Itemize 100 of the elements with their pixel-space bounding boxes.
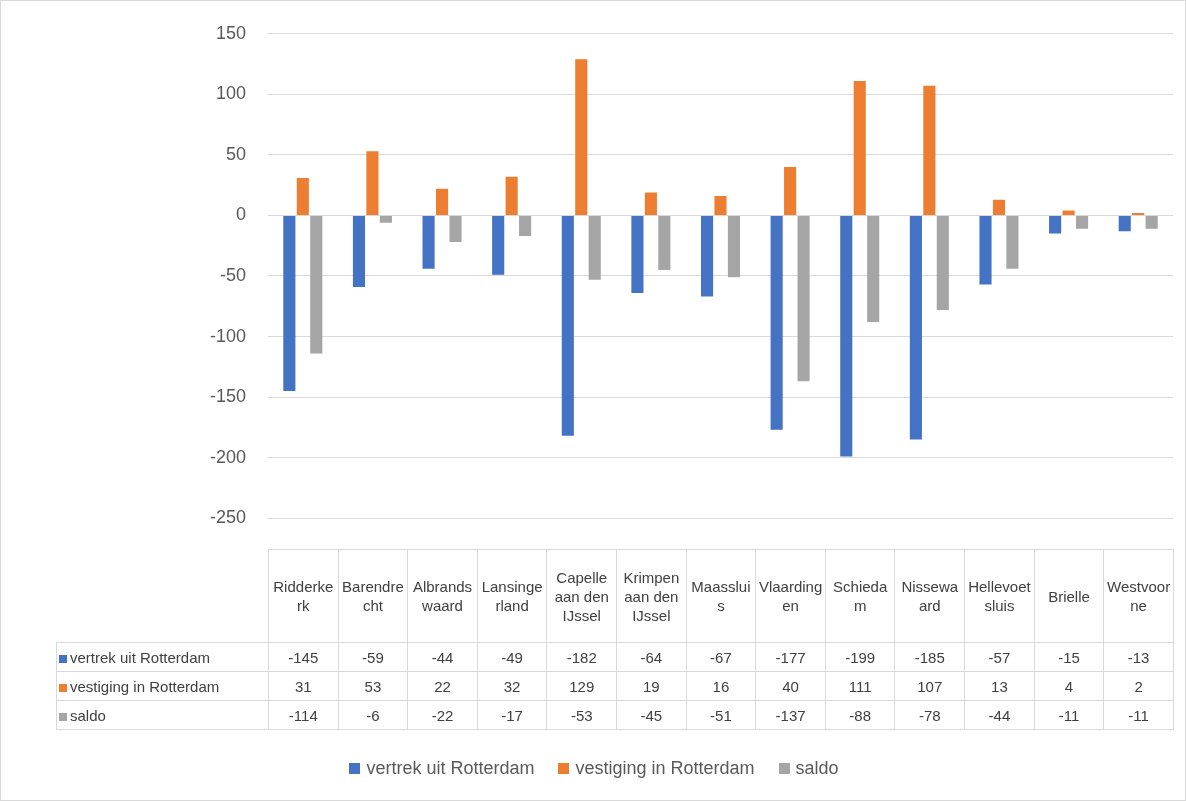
x-tick-label: Maassluis bbox=[686, 549, 756, 643]
text: vestiging in Rotterdam bbox=[575, 758, 755, 778]
y-tick-label: -50 bbox=[219, 264, 246, 285]
bar bbox=[519, 215, 532, 237]
data-label: 2 bbox=[1103, 671, 1174, 701]
x-tick-label: Brielle bbox=[1034, 549, 1104, 643]
bar bbox=[283, 215, 296, 392]
bar bbox=[366, 151, 379, 215]
bar bbox=[435, 188, 449, 215]
data-label: 19 bbox=[616, 671, 687, 701]
data-label: -17 bbox=[477, 700, 547, 730]
x-tick-label: Albrandswaard bbox=[407, 549, 478, 643]
data-label: 31 bbox=[268, 671, 339, 701]
bar bbox=[588, 215, 601, 280]
y-tick-label: 150 bbox=[215, 22, 246, 43]
bar bbox=[714, 196, 727, 215]
data-label: -64 bbox=[616, 642, 687, 672]
bar bbox=[867, 215, 880, 323]
data-label: -13 bbox=[1103, 642, 1174, 672]
x-tick-label: Capelle aan den IJssel bbox=[546, 549, 617, 643]
bar bbox=[575, 59, 588, 215]
legend-label: vertrek uit Rotterdam bbox=[56, 642, 269, 672]
data-label: -44 bbox=[964, 700, 1035, 730]
y-tick-label: -150 bbox=[209, 386, 246, 407]
x-tick-label: Vlaardingen bbox=[755, 549, 826, 643]
bar bbox=[936, 215, 949, 310]
bar bbox=[658, 215, 671, 270]
data-label: 16 bbox=[686, 671, 756, 701]
data-label: -199 bbox=[825, 642, 895, 672]
data-label: -88 bbox=[825, 700, 895, 730]
legend-label: vestiging in Rotterdam bbox=[56, 671, 269, 701]
data-label: -53 bbox=[546, 700, 617, 730]
bar bbox=[352, 215, 366, 287]
data-label: 22 bbox=[407, 671, 478, 701]
data-label: 32 bbox=[477, 671, 547, 701]
data-label: -137 bbox=[755, 700, 826, 730]
bar bbox=[296, 177, 309, 215]
bar bbox=[1118, 215, 1131, 232]
data-label: -57 bbox=[964, 642, 1035, 672]
bar bbox=[505, 176, 518, 215]
data-label: -15 bbox=[1034, 642, 1104, 672]
y-tick-label: 50 bbox=[225, 143, 246, 164]
text: saldo bbox=[70, 706, 106, 724]
data-label: -11 bbox=[1103, 700, 1174, 730]
bar bbox=[644, 192, 657, 215]
bar bbox=[631, 215, 644, 293]
data-label: -51 bbox=[686, 700, 756, 730]
bar bbox=[310, 215, 323, 354]
data-label: -78 bbox=[894, 700, 965, 730]
bar bbox=[700, 215, 714, 297]
bar bbox=[492, 215, 505, 275]
bar bbox=[923, 85, 936, 215]
bar bbox=[840, 215, 853, 457]
x-tick-label: Krimpen aan den IJssel bbox=[616, 549, 687, 643]
bar bbox=[979, 215, 992, 285]
data-label: -6 bbox=[338, 700, 408, 730]
bar bbox=[909, 215, 922, 440]
data-label: -45 bbox=[616, 700, 687, 730]
y-tick-label: -200 bbox=[209, 446, 246, 467]
data-label: -145 bbox=[268, 642, 339, 672]
data-label: -182 bbox=[546, 642, 617, 672]
bar bbox=[1075, 215, 1089, 229]
bar bbox=[422, 215, 435, 269]
x-tick-label: Hellevoetsluis bbox=[964, 549, 1035, 643]
y-tick-label: -100 bbox=[209, 325, 246, 346]
data-label: -114 bbox=[268, 700, 339, 730]
data-label: 4 bbox=[1034, 671, 1104, 701]
data-label: -177 bbox=[755, 642, 826, 672]
data-label: 53 bbox=[338, 671, 408, 701]
data-label: 107 bbox=[894, 671, 965, 701]
data-label: 40 bbox=[755, 671, 826, 701]
bar bbox=[992, 199, 1006, 215]
bar bbox=[797, 215, 810, 382]
bar bbox=[449, 215, 462, 243]
data-label: -11 bbox=[1034, 700, 1104, 730]
bar bbox=[1049, 215, 1062, 234]
bar bbox=[561, 215, 574, 436]
x-tick-label: Barendrecht bbox=[338, 549, 408, 643]
bar bbox=[1145, 215, 1158, 229]
data-label: 111 bbox=[825, 671, 895, 701]
x-tick-label: Ridderkerk bbox=[268, 549, 339, 643]
data-label: -44 bbox=[407, 642, 478, 672]
y-tick-label: 0 bbox=[235, 204, 246, 225]
data-label: -22 bbox=[407, 700, 478, 730]
data-label: 129 bbox=[546, 671, 617, 701]
data-label: -67 bbox=[686, 642, 756, 672]
bar bbox=[853, 81, 866, 215]
y-tick-label: 100 bbox=[215, 83, 246, 104]
x-tick-label: Nissewaard bbox=[894, 549, 965, 643]
x-tick-label: Lansingerland bbox=[477, 549, 547, 643]
y-tick-label: -250 bbox=[209, 507, 246, 528]
bar bbox=[770, 215, 783, 430]
bar bbox=[379, 215, 392, 223]
legend-label: saldo bbox=[794, 758, 839, 778]
text: vertrek uit Rotterdam bbox=[366, 758, 535, 778]
x-tick-label: Schiedam bbox=[825, 549, 895, 643]
bar bbox=[1062, 210, 1075, 215]
bar bbox=[1006, 215, 1019, 269]
x-tick-label: Westvoorne bbox=[1103, 549, 1174, 643]
data-label: -59 bbox=[338, 642, 408, 672]
